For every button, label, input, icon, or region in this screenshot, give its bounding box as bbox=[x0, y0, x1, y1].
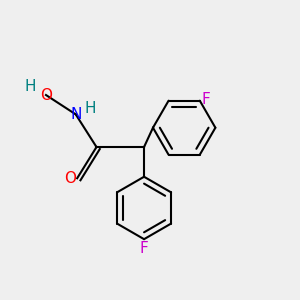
Text: H: H bbox=[25, 79, 36, 94]
Text: F: F bbox=[202, 92, 211, 107]
Text: O: O bbox=[64, 171, 76, 186]
Text: H: H bbox=[85, 101, 96, 116]
Text: F: F bbox=[140, 241, 148, 256]
Text: N: N bbox=[70, 107, 81, 122]
Text: O: O bbox=[40, 88, 52, 103]
